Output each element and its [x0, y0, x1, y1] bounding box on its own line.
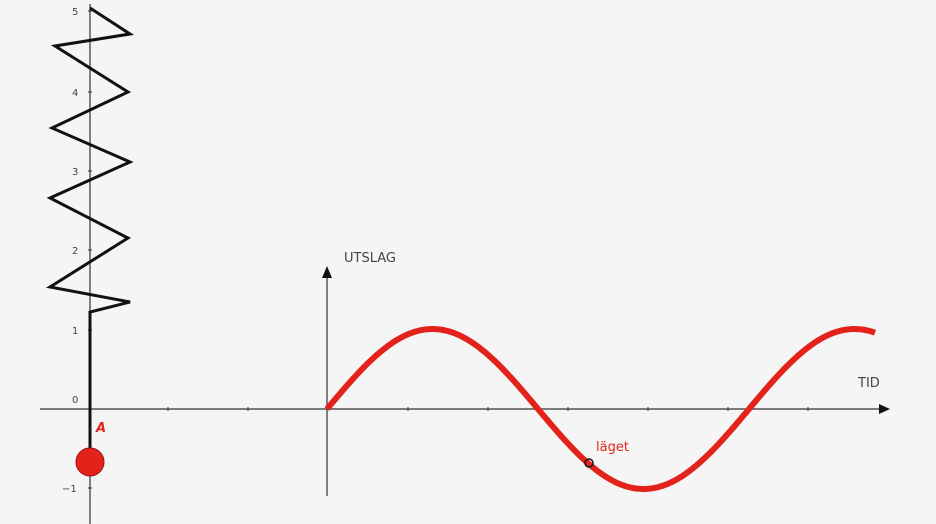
position-point-label: läget [596, 440, 629, 455]
tick-label-5: 5 [72, 7, 78, 18]
x-axis-arrow-icon [879, 404, 890, 414]
y-axis-arrow-icon [322, 266, 332, 278]
mass-label: A [95, 421, 106, 436]
tick-label-0: 0 [72, 395, 78, 406]
x-axis-ticks [167, 407, 809, 411]
tick-label-4: 4 [72, 88, 78, 99]
tick-label-minus-1: −1 [62, 484, 77, 495]
tick-label-3: 3 [72, 167, 78, 178]
tick-label-2: 2 [72, 246, 78, 257]
x-axis-label: TID [857, 376, 880, 391]
tick-label-1: 1 [72, 326, 78, 337]
position-point[interactable] [584, 458, 594, 468]
sine-curve [324, 326, 876, 492]
mass-ball[interactable] [75, 447, 105, 477]
spring [45, 6, 135, 450]
y-axis-label: UTSLAG [344, 251, 396, 266]
